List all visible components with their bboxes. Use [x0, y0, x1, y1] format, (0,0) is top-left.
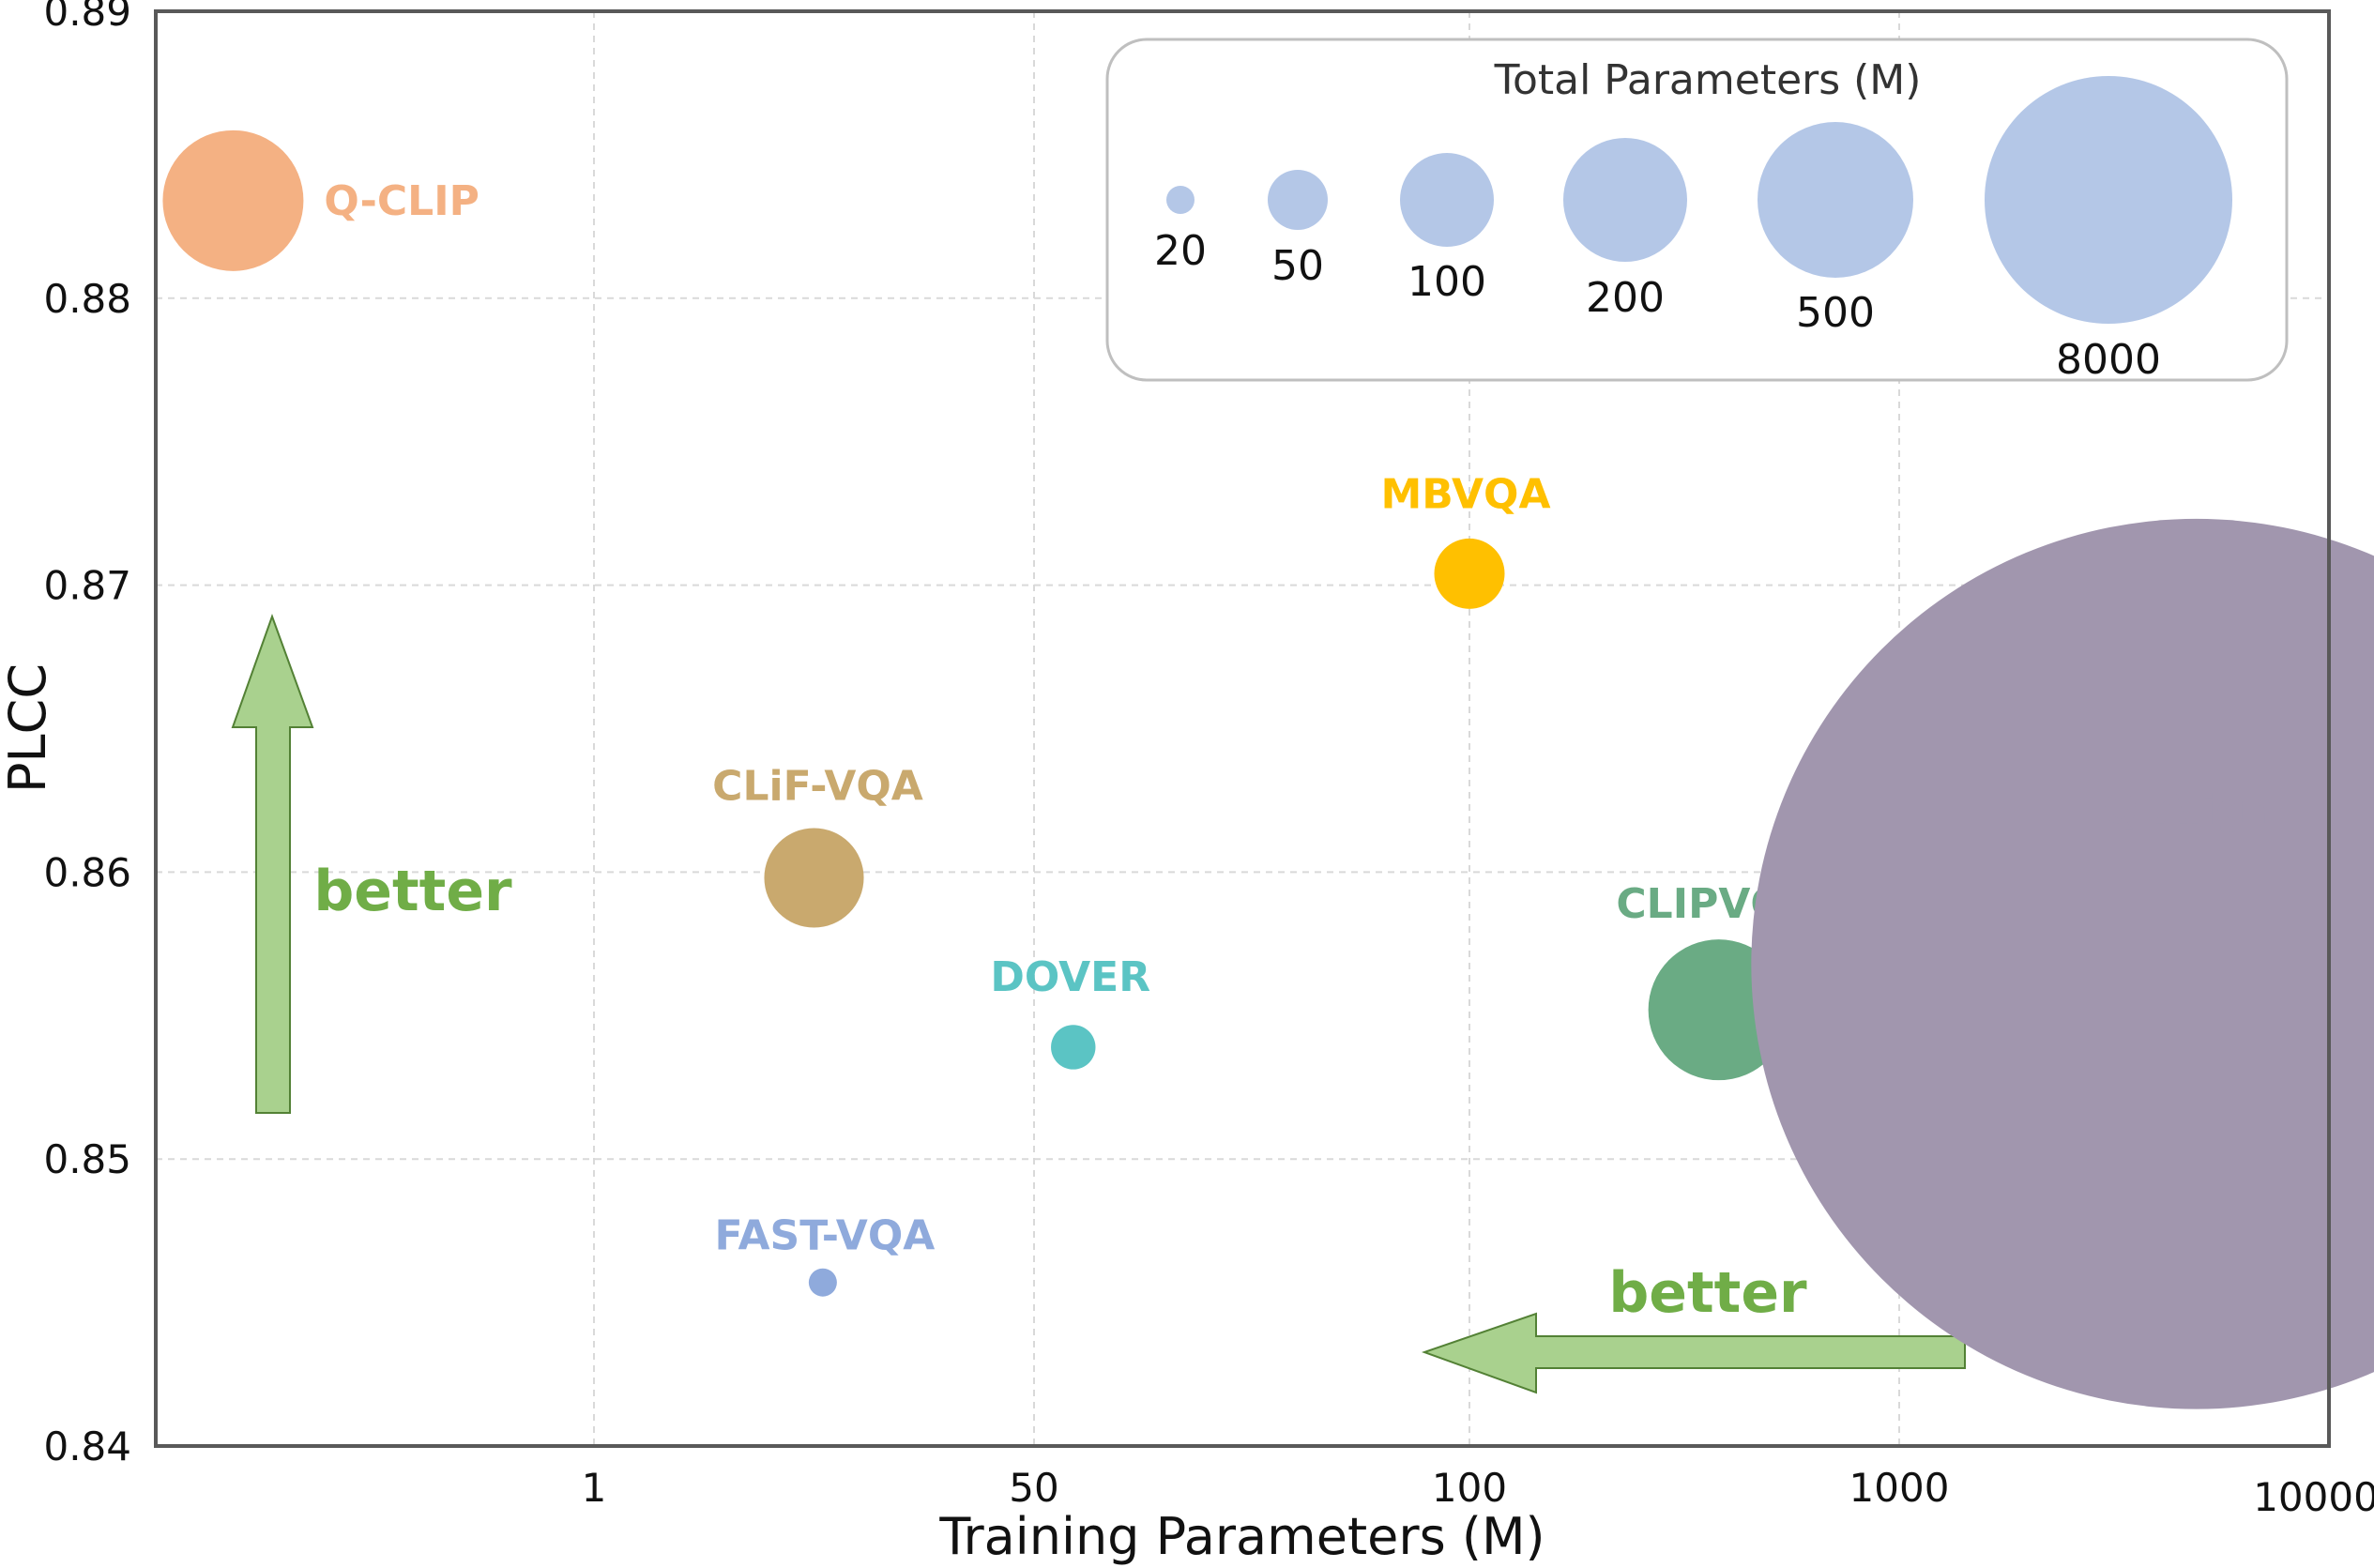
x-axis-title: Training Parameters (M)	[938, 1507, 1545, 1566]
points-layer: Q-CLIPMBVQACLiF-VQADOVERFAST-VQACLIPVQAQ…	[162, 129, 2374, 1409]
legend-label-100: 100	[1408, 258, 1486, 306]
y-tick-label: 0.86	[43, 849, 131, 895]
point-q-align	[1751, 519, 2374, 1409]
point-label-mbvqa: MBVQA	[1380, 470, 1550, 518]
x-tick-label: 1000	[1849, 1465, 1950, 1511]
legend-label-500: 500	[1796, 289, 1875, 337]
point-q-clip	[162, 129, 304, 271]
point-fast-vqa	[808, 1268, 837, 1297]
legend-bubble-20	[1166, 186, 1195, 214]
legend-box	[1105, 38, 2289, 382]
point-mbvqa	[1434, 538, 1505, 609]
legend-label-20: 20	[1154, 227, 1207, 275]
legend-label-200: 200	[1586, 274, 1665, 322]
point-label-q-clip: Q-CLIP	[324, 177, 479, 225]
y-tick-label: 0.87	[43, 563, 131, 609]
plot-frame	[154, 9, 2331, 1448]
tick-layer: 0.84 0.85 0.86 0.87 0.88 0.89 1 50 100 1000 10000	[43, 0, 2374, 1520]
x-tick-label: 100	[1432, 1465, 1507, 1511]
legend-label-50: 50	[1271, 242, 1324, 290]
x-tick-label: 50	[1009, 1465, 1058, 1511]
better-annotation-left: better	[1608, 1260, 1807, 1326]
legend-bubble-50	[1268, 170, 1328, 230]
y-tick-label: 0.84	[43, 1423, 131, 1469]
point-label-fast-vqa: FAST-VQA	[714, 1212, 935, 1260]
legend-bubble-500	[1758, 122, 1913, 278]
y-axis-title: PLCC	[0, 663, 57, 793]
y-tick-label: 0.88	[43, 276, 131, 322]
point-clif-vqa	[764, 828, 864, 928]
better-up-arrow	[231, 614, 314, 1114]
y-tick-label: 0.89	[43, 0, 131, 35]
point-dover	[1051, 1025, 1096, 1070]
arrow-layer: better better	[231, 614, 1966, 1394]
size-legend: Total Parameters (M) 20 50 100 200 500 8000	[1105, 38, 2289, 384]
legend-bubble-8000	[1985, 76, 2232, 324]
x-tick-label: 1	[582, 1465, 607, 1511]
legend-label-8000: 8000	[2056, 336, 2161, 384]
better-left-arrow	[1421, 1312, 1966, 1394]
better-annotation-up: better	[313, 859, 512, 924]
x-tick-label: 10000	[2253, 1474, 2374, 1520]
legend-title: Total Parameters (M)	[1494, 56, 1922, 104]
y-tick-label: 0.85	[43, 1136, 131, 1182]
point-label-clif-vqa: CLiF-VQA	[712, 763, 923, 811]
point-label-dover: DOVER	[990, 953, 1150, 1001]
legend-bubble-100	[1400, 153, 1494, 247]
legend-bubble-200	[1563, 138, 1687, 262]
point-label-q-align: Q-Align	[2103, 785, 2275, 833]
